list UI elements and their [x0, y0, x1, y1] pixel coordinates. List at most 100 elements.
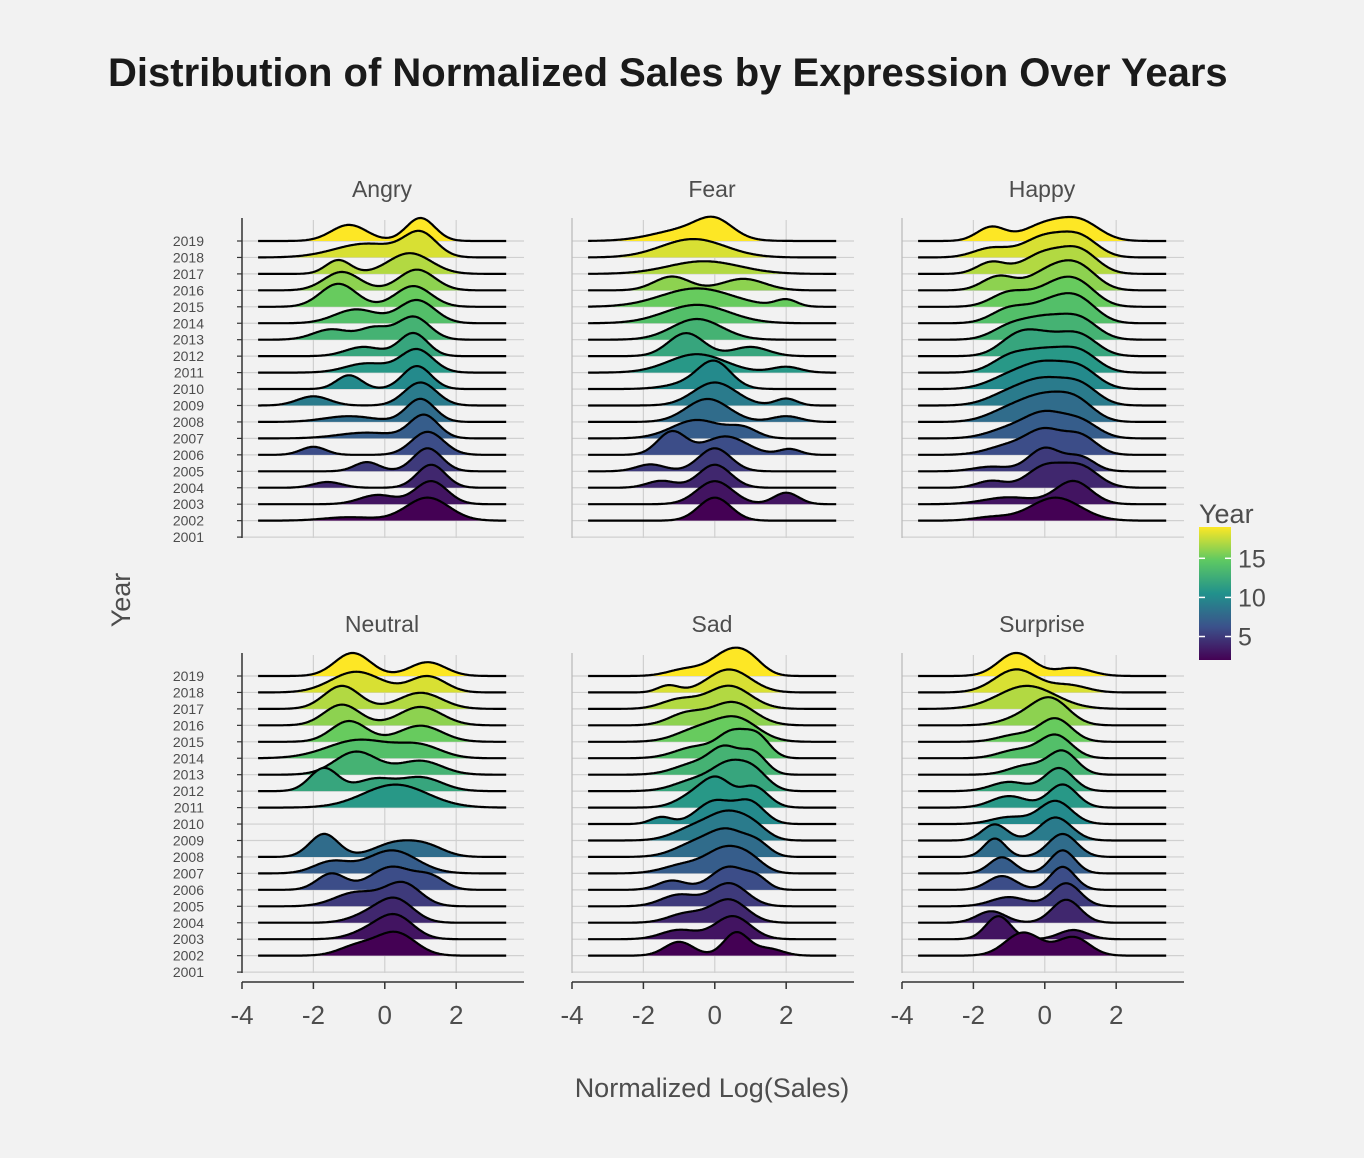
- ridge-fill-2017: [918, 246, 1167, 274]
- y-tick-label: 2008: [173, 849, 204, 865]
- ridge-line-2013: [257, 750, 507, 776]
- ridge-fill-2015: [918, 718, 1167, 742]
- ridge-fill-2015: [258, 283, 507, 307]
- ridge-line-2007: [587, 844, 837, 875]
- ridge-fill-2002: [588, 497, 837, 521]
- ridge-fill-2008: [918, 834, 1167, 857]
- ridge-line-2011: [917, 345, 1167, 374]
- ridge-line-2017: [587, 260, 837, 275]
- ridge-line-2004: [917, 461, 1167, 489]
- ridge-line-2012: [587, 758, 837, 793]
- ridge-fill-2017: [588, 685, 837, 709]
- x-tick-label: 2: [779, 1000, 793, 1030]
- ridge-line-2016: [257, 703, 507, 727]
- facet-label: Sad: [692, 611, 733, 637]
- ridge-fill-2011: [258, 784, 507, 808]
- ridge-fill-2012: [588, 759, 837, 792]
- y-tick-label: 2004: [173, 480, 204, 496]
- y-tick-label: 2007: [173, 430, 204, 446]
- ridge-line-2002: [587, 931, 837, 957]
- legend-tick-label: 5: [1238, 624, 1252, 652]
- ridge-line-2005: [257, 447, 507, 473]
- facet-label: Happy: [1009, 176, 1076, 202]
- ridge-fill-2009: [258, 382, 507, 406]
- ridge-line-2012: [587, 332, 837, 358]
- ridge-fill-2011: [588, 776, 837, 808]
- ridge-line-2015: [587, 287, 837, 308]
- x-tick-label: 2: [1109, 1000, 1123, 1030]
- ridge-line-2011: [257, 783, 507, 809]
- ridge-fill-2007: [588, 845, 837, 874]
- ridge-line-2007: [257, 849, 507, 875]
- ridge-line-2006: [917, 426, 1167, 456]
- y-tick-label: 2016: [173, 717, 204, 733]
- ridge-line-2011: [587, 353, 837, 374]
- ridge-line-2009: [587, 381, 837, 407]
- ridge-fill-2005: [258, 448, 507, 472]
- ridge-line-2009: [257, 381, 507, 407]
- ridge-line-2017: [917, 245, 1167, 275]
- ridge-fill-2003: [588, 916, 837, 940]
- ridge-line-2010: [587, 798, 837, 826]
- ridge-fill-2007: [918, 850, 1167, 874]
- ridge-fill-2017: [258, 685, 507, 709]
- ridge-line-2016: [587, 700, 837, 727]
- ridge-fill-2003: [258, 914, 507, 940]
- ridge-line-2014: [257, 298, 507, 325]
- ridge-line-2007: [917, 409, 1167, 440]
- y-tick-label: 2006: [173, 882, 204, 898]
- ridge-line-2012: [257, 766, 507, 793]
- ridge-fill-2016: [588, 701, 837, 726]
- y-tick-label: 2017: [173, 701, 204, 717]
- y-tick-label: 2014: [173, 315, 204, 331]
- ridge-line-2008: [257, 397, 507, 423]
- ridge-fill-2014: [588, 728, 837, 759]
- ridge-line-2004: [917, 898, 1167, 924]
- legend: Year 15 10 5: [1199, 499, 1266, 660]
- ridge-line-2007: [257, 413, 507, 440]
- ridge-line-2007: [917, 849, 1167, 875]
- ridge-line-2011: [917, 783, 1167, 809]
- ridge-fill-2016: [588, 276, 837, 291]
- ridge-fill-2005: [918, 883, 1167, 907]
- ridge-fill-2004: [588, 464, 837, 488]
- ridge-line-2010: [257, 365, 507, 391]
- y-tick-label: 2006: [173, 447, 204, 463]
- ridge-fill-2014: [918, 734, 1167, 759]
- y-tick-label: 2003: [173, 931, 204, 947]
- ridge-line-2017: [587, 684, 837, 710]
- panel-sad: Sad -4 -2 0 2: [560, 611, 854, 1030]
- legend-tick-label: 10: [1238, 584, 1266, 612]
- ridge-line-2006: [587, 865, 837, 891]
- ridge-fill-2019: [918, 217, 1167, 241]
- ridge-line-2015: [257, 719, 507, 743]
- ridge-fill-2004: [588, 899, 837, 923]
- ridge-fill-2003: [588, 481, 837, 505]
- legend-colorbar: [1199, 527, 1231, 660]
- y-tick-label: 2011: [174, 800, 204, 816]
- ridge-fill-2007: [258, 414, 507, 439]
- x-tick-label: 0: [1038, 1000, 1052, 1030]
- y-tick-label: 2013: [173, 767, 204, 783]
- panel-angry: Angry20192018201720162015201420132012201…: [173, 176, 524, 545]
- ridge-fill-2015: [588, 716, 837, 742]
- ridge-fill-2008: [588, 828, 837, 857]
- ridge-line-2005: [917, 446, 1167, 473]
- ridge-fill-2011: [918, 784, 1167, 808]
- ridge-fill-2012: [258, 333, 507, 357]
- ridge-line-2017: [257, 684, 507, 710]
- ridge-line-2016: [257, 268, 507, 292]
- ridge-line-2002: [257, 496, 507, 522]
- ridge-line-2009: [587, 809, 837, 842]
- ridge-line-2008: [587, 827, 837, 858]
- y-tick-label: 2009: [173, 398, 204, 414]
- ridge-fill-2018: [588, 669, 837, 693]
- ridge-fill-2006: [588, 866, 837, 890]
- ridge-line-2003: [587, 915, 837, 941]
- ridge-fill-2012: [588, 333, 837, 357]
- ridge-line-2017: [257, 252, 507, 275]
- ridge-fill-2004: [918, 899, 1167, 923]
- y-tick-label: 2011: [174, 365, 204, 381]
- ridge-fill-2011: [918, 346, 1167, 373]
